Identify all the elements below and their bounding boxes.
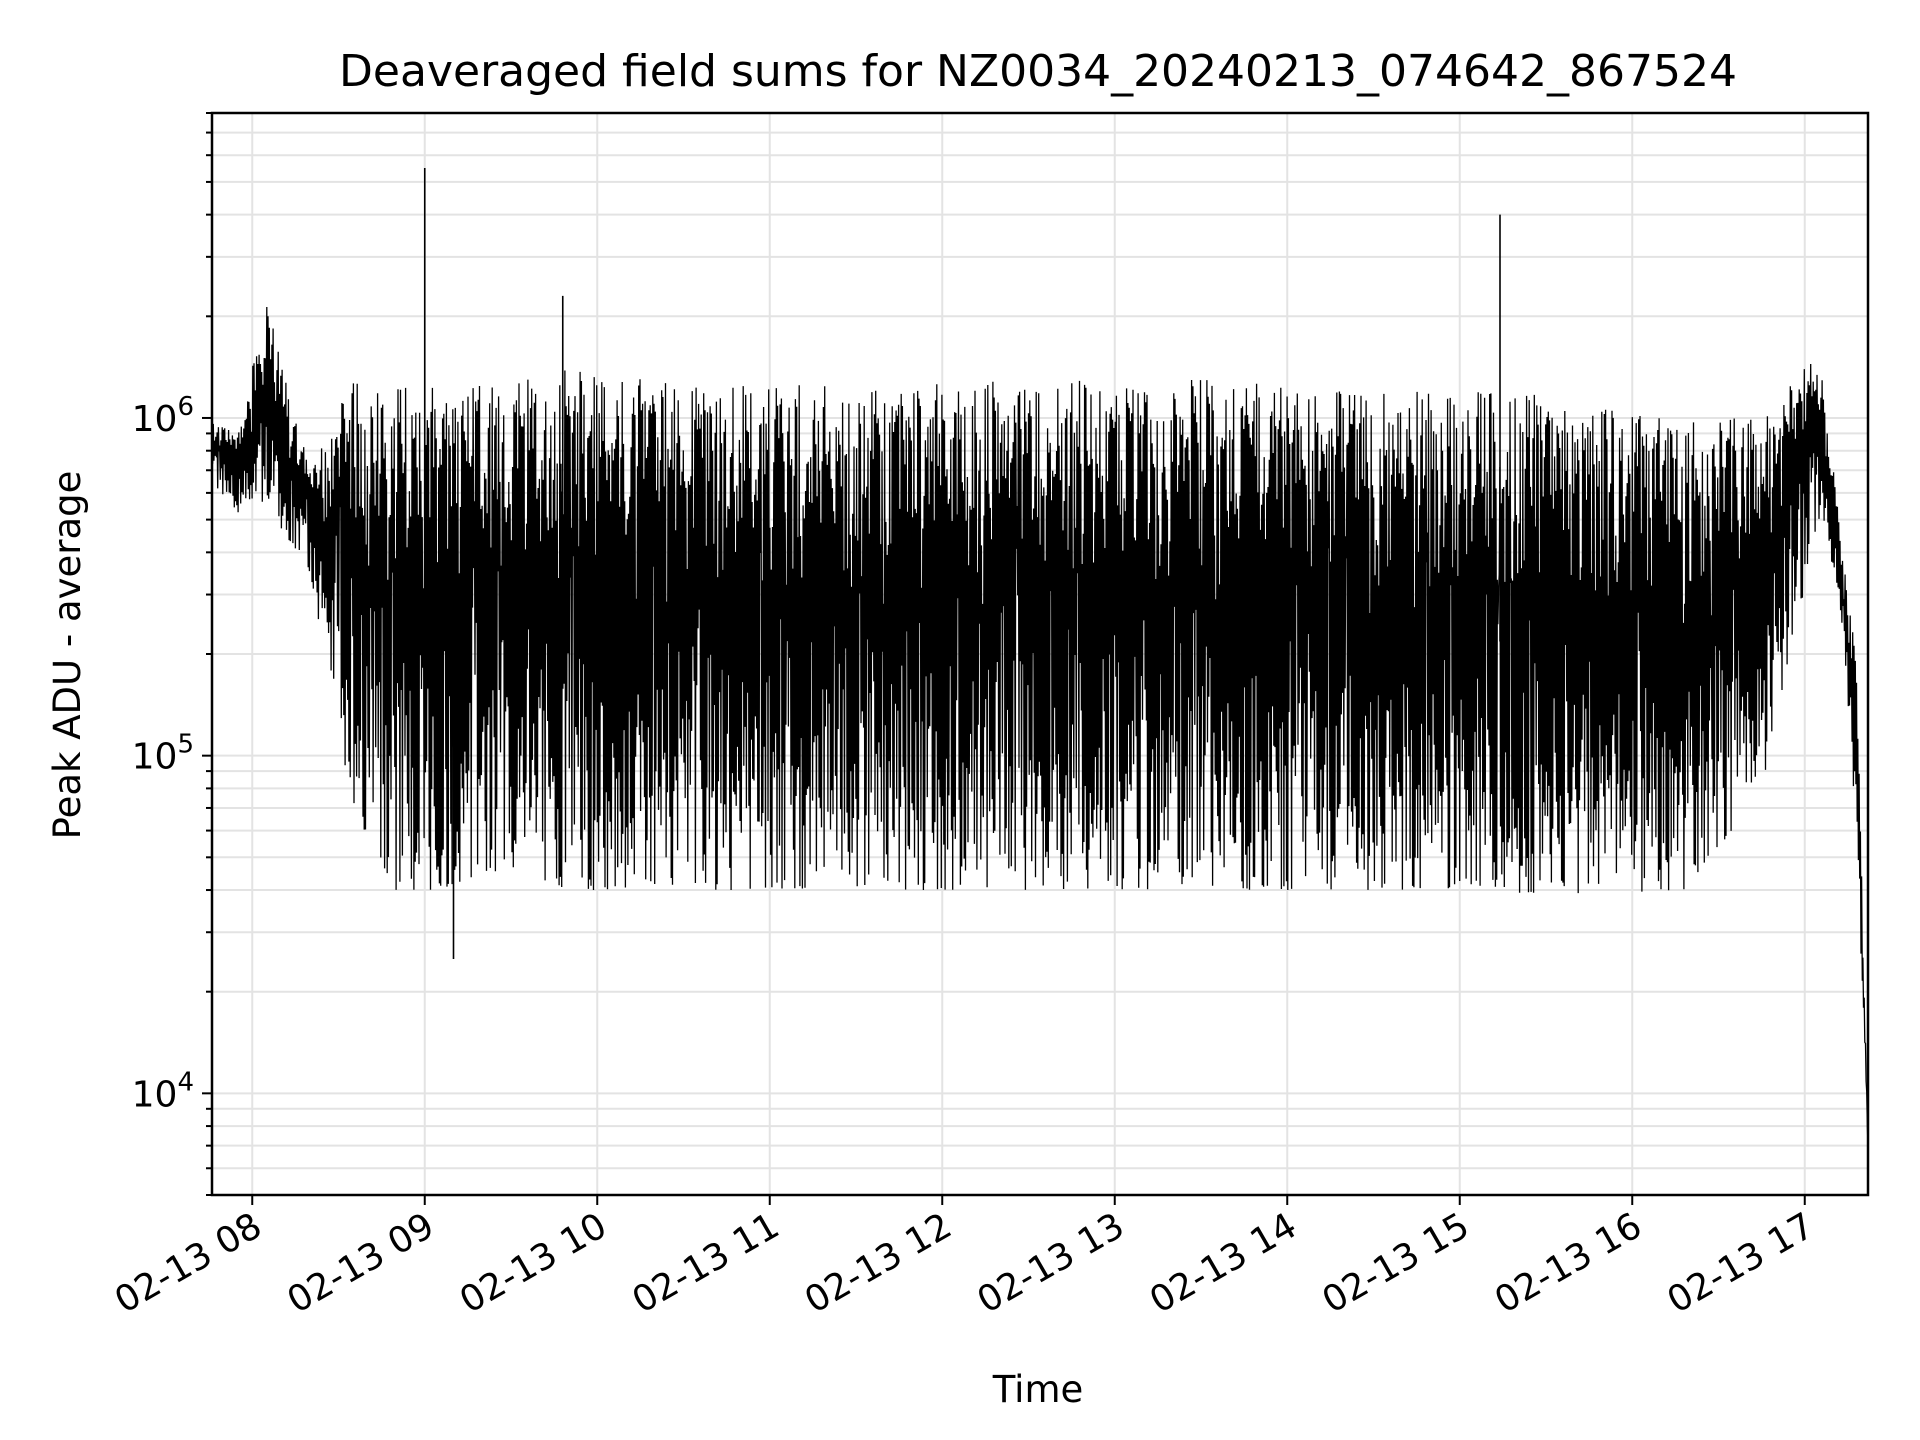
y-tick-label: 106: [132, 392, 194, 440]
x-axis-label: Time: [992, 1368, 1084, 1411]
chart-title: Deaveraged field sums for NZ0034_2024021…: [339, 46, 1737, 97]
series-trace: [211, 306, 1869, 1146]
y-axis-label: Peak ADU - average: [46, 471, 89, 840]
series-line: [211, 167, 1869, 1146]
y-tick-label: 104: [132, 1067, 194, 1115]
grid: [212, 112, 1868, 1196]
y-tick-label: 105: [132, 730, 194, 778]
